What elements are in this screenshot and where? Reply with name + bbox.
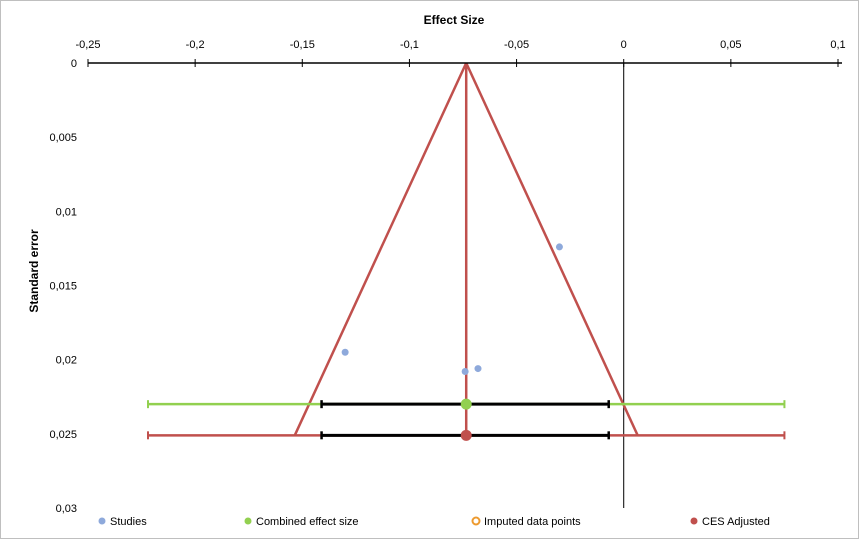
y-tick-label: 0,005 bbox=[49, 132, 77, 144]
y-tick-label: 0,025 bbox=[49, 429, 77, 441]
legend-studies-label: Studies bbox=[110, 516, 147, 528]
x-tick-label: -0,2 bbox=[186, 39, 205, 51]
legend-ces-adjusted-marker bbox=[690, 517, 698, 525]
y-axis-title: Standard error bbox=[27, 229, 41, 313]
plot-area: -0,25 -0,2 -0,15 -0,1 -0,05 0 0,05 0,1 0 0,005 0,0… bbox=[49, 39, 845, 515]
x-tick-label: -0,25 bbox=[75, 39, 100, 51]
legend-studies-marker bbox=[98, 517, 106, 525]
x-axis-title: Effect Size bbox=[424, 13, 485, 27]
legend-combined-effect-label: Combined effect size bbox=[256, 516, 359, 528]
x-tick-label: -0,1 bbox=[400, 39, 419, 51]
x-tick-label: 0 bbox=[621, 39, 627, 51]
y-tick-label: 0,02 bbox=[56, 355, 77, 367]
x-tick-label: 0,1 bbox=[830, 39, 845, 51]
y-tick-label: 0,03 bbox=[56, 503, 77, 515]
legend-ces-adjusted-label: CES Adjusted bbox=[702, 516, 770, 528]
funnel-right-edge bbox=[465, 62, 639, 436]
y-tick-label: 0,01 bbox=[56, 206, 77, 218]
study-point bbox=[341, 348, 349, 356]
x-tick-label: -0,15 bbox=[290, 39, 315, 51]
legend-combined-effect-marker bbox=[244, 517, 252, 525]
y-tick-label: 0,015 bbox=[49, 281, 77, 293]
combined-effect-point bbox=[460, 398, 472, 410]
legend-imputed-marker bbox=[471, 516, 481, 526]
legend-imputed-label: Imputed data points bbox=[484, 516, 581, 528]
x-tick-label: -0,05 bbox=[504, 39, 529, 51]
study-point bbox=[461, 368, 469, 376]
study-point bbox=[555, 243, 563, 251]
ces-adjusted-point bbox=[460, 429, 472, 441]
y-tick-label: 0 bbox=[71, 58, 77, 70]
legend: Studies Combined effect size Imputed data … bbox=[98, 516, 770, 528]
study-point bbox=[474, 365, 482, 373]
funnel-left-edge bbox=[293, 62, 468, 436]
x-tick-label: 0,05 bbox=[720, 39, 741, 51]
